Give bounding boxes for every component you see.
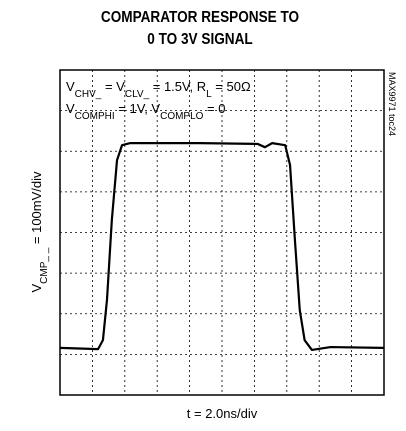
- text-run: V: [66, 101, 75, 116]
- subscript: CHV_: [75, 89, 102, 100]
- text-run: = 1V, V: [115, 101, 161, 116]
- side-label: MAX9971 toc24: [387, 72, 397, 136]
- chart-title: COMPARATOR RESPONSE TO: [101, 9, 299, 26]
- subscript: COMPLO: [160, 111, 204, 122]
- subscript: CMP_ _: [39, 247, 50, 284]
- annotation: VCOMPHI = 1V, VCOMPLO = 0: [66, 101, 225, 122]
- annotation: VCHV_ = VCLV_ = 1.5V, RL = 50Ω: [66, 79, 251, 100]
- text-run: = 100mV/div: [29, 171, 44, 248]
- text-run: = 1.5V, R: [149, 79, 206, 94]
- text-run: V: [66, 79, 75, 94]
- subscript: COMPHI: [75, 111, 115, 122]
- x-axis-label: t = 2.0ns/div: [187, 406, 258, 421]
- subscript: CLV_: [125, 89, 150, 100]
- text-run: V: [29, 284, 44, 293]
- chart-title: 0 TO 3V SIGNAL: [147, 31, 252, 48]
- trace: [59, 142, 385, 352]
- text-run: = 0: [203, 101, 225, 116]
- text-run: = 50Ω: [212, 79, 251, 94]
- text-run: = V: [101, 79, 125, 94]
- subscript: L: [206, 89, 212, 100]
- y-axis-label: VCMP_ _ = 100mV/div: [29, 171, 50, 293]
